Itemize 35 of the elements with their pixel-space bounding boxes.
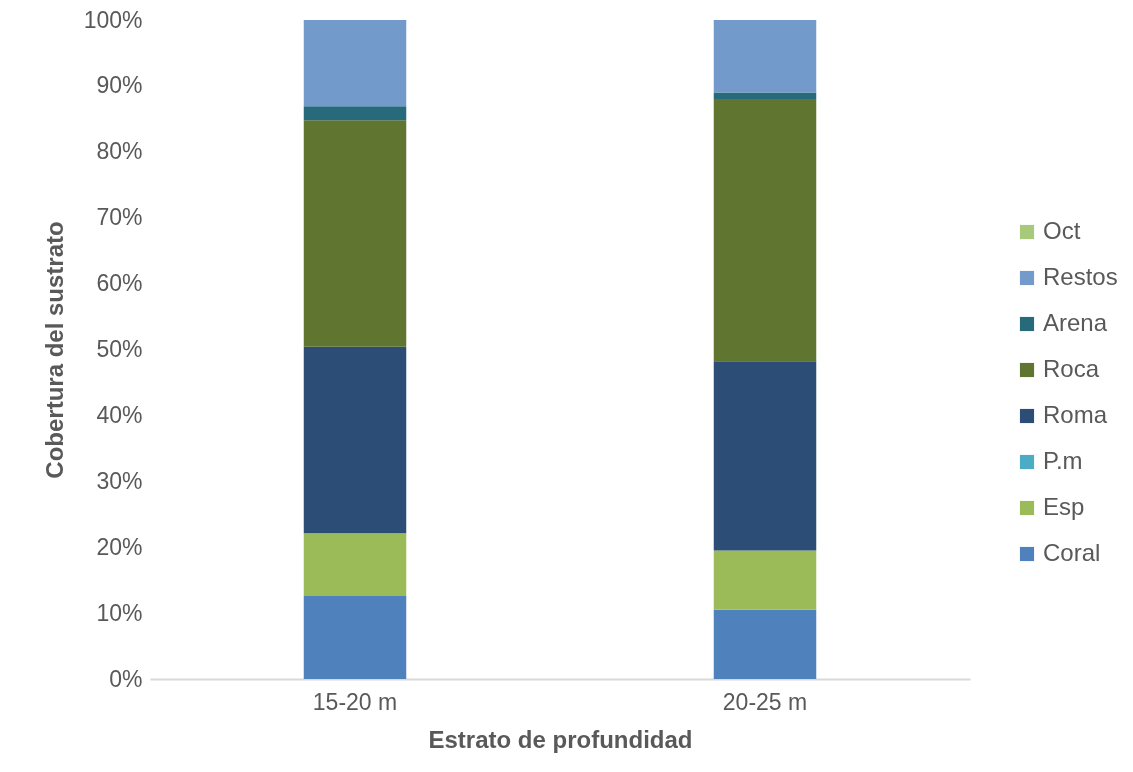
legend-label: Arena [1043, 309, 1108, 336]
y-tick-label: 100% [83, 6, 143, 33]
bar [303, 20, 407, 107]
bar [303, 346, 407, 534]
y-tick-label: 0% [109, 665, 143, 692]
bar [303, 120, 407, 347]
legend-label: Roma [1043, 401, 1108, 428]
x-axis-title: Estrato de profundidad [428, 725, 693, 753]
bar [713, 99, 817, 362]
bar [713, 361, 817, 551]
legend-label: Restos [1043, 263, 1118, 290]
y-tick-label: 80% [96, 138, 143, 165]
y-axis-title: Cobertura del sustrato [40, 221, 68, 479]
bar [713, 550, 817, 610]
legend-label: Oct [1043, 217, 1081, 244]
x-tick-label: 20-25 m [722, 688, 808, 715]
bar [713, 92, 817, 100]
bar [713, 609, 817, 679]
legend-label: P.m [1043, 447, 1083, 474]
bar [303, 595, 407, 679]
y-tick-label: 60% [96, 270, 143, 297]
y-tick-label: 40% [96, 401, 143, 428]
y-tick-label: 90% [96, 72, 143, 99]
y-tick-label: 30% [96, 467, 143, 494]
y-tick-label: 70% [96, 204, 143, 231]
x-tick-label: 15-20 m [312, 688, 398, 715]
bar [303, 106, 407, 121]
bar [713, 20, 817, 93]
bar [303, 533, 407, 596]
legend-label: Roca [1043, 355, 1100, 382]
legend-label: Esp [1043, 493, 1085, 520]
y-tick-label: 10% [96, 599, 143, 626]
legend-label: Coral [1043, 539, 1101, 566]
y-tick-label: 50% [96, 336, 143, 362]
y-tick-label: 20% [96, 533, 143, 560]
